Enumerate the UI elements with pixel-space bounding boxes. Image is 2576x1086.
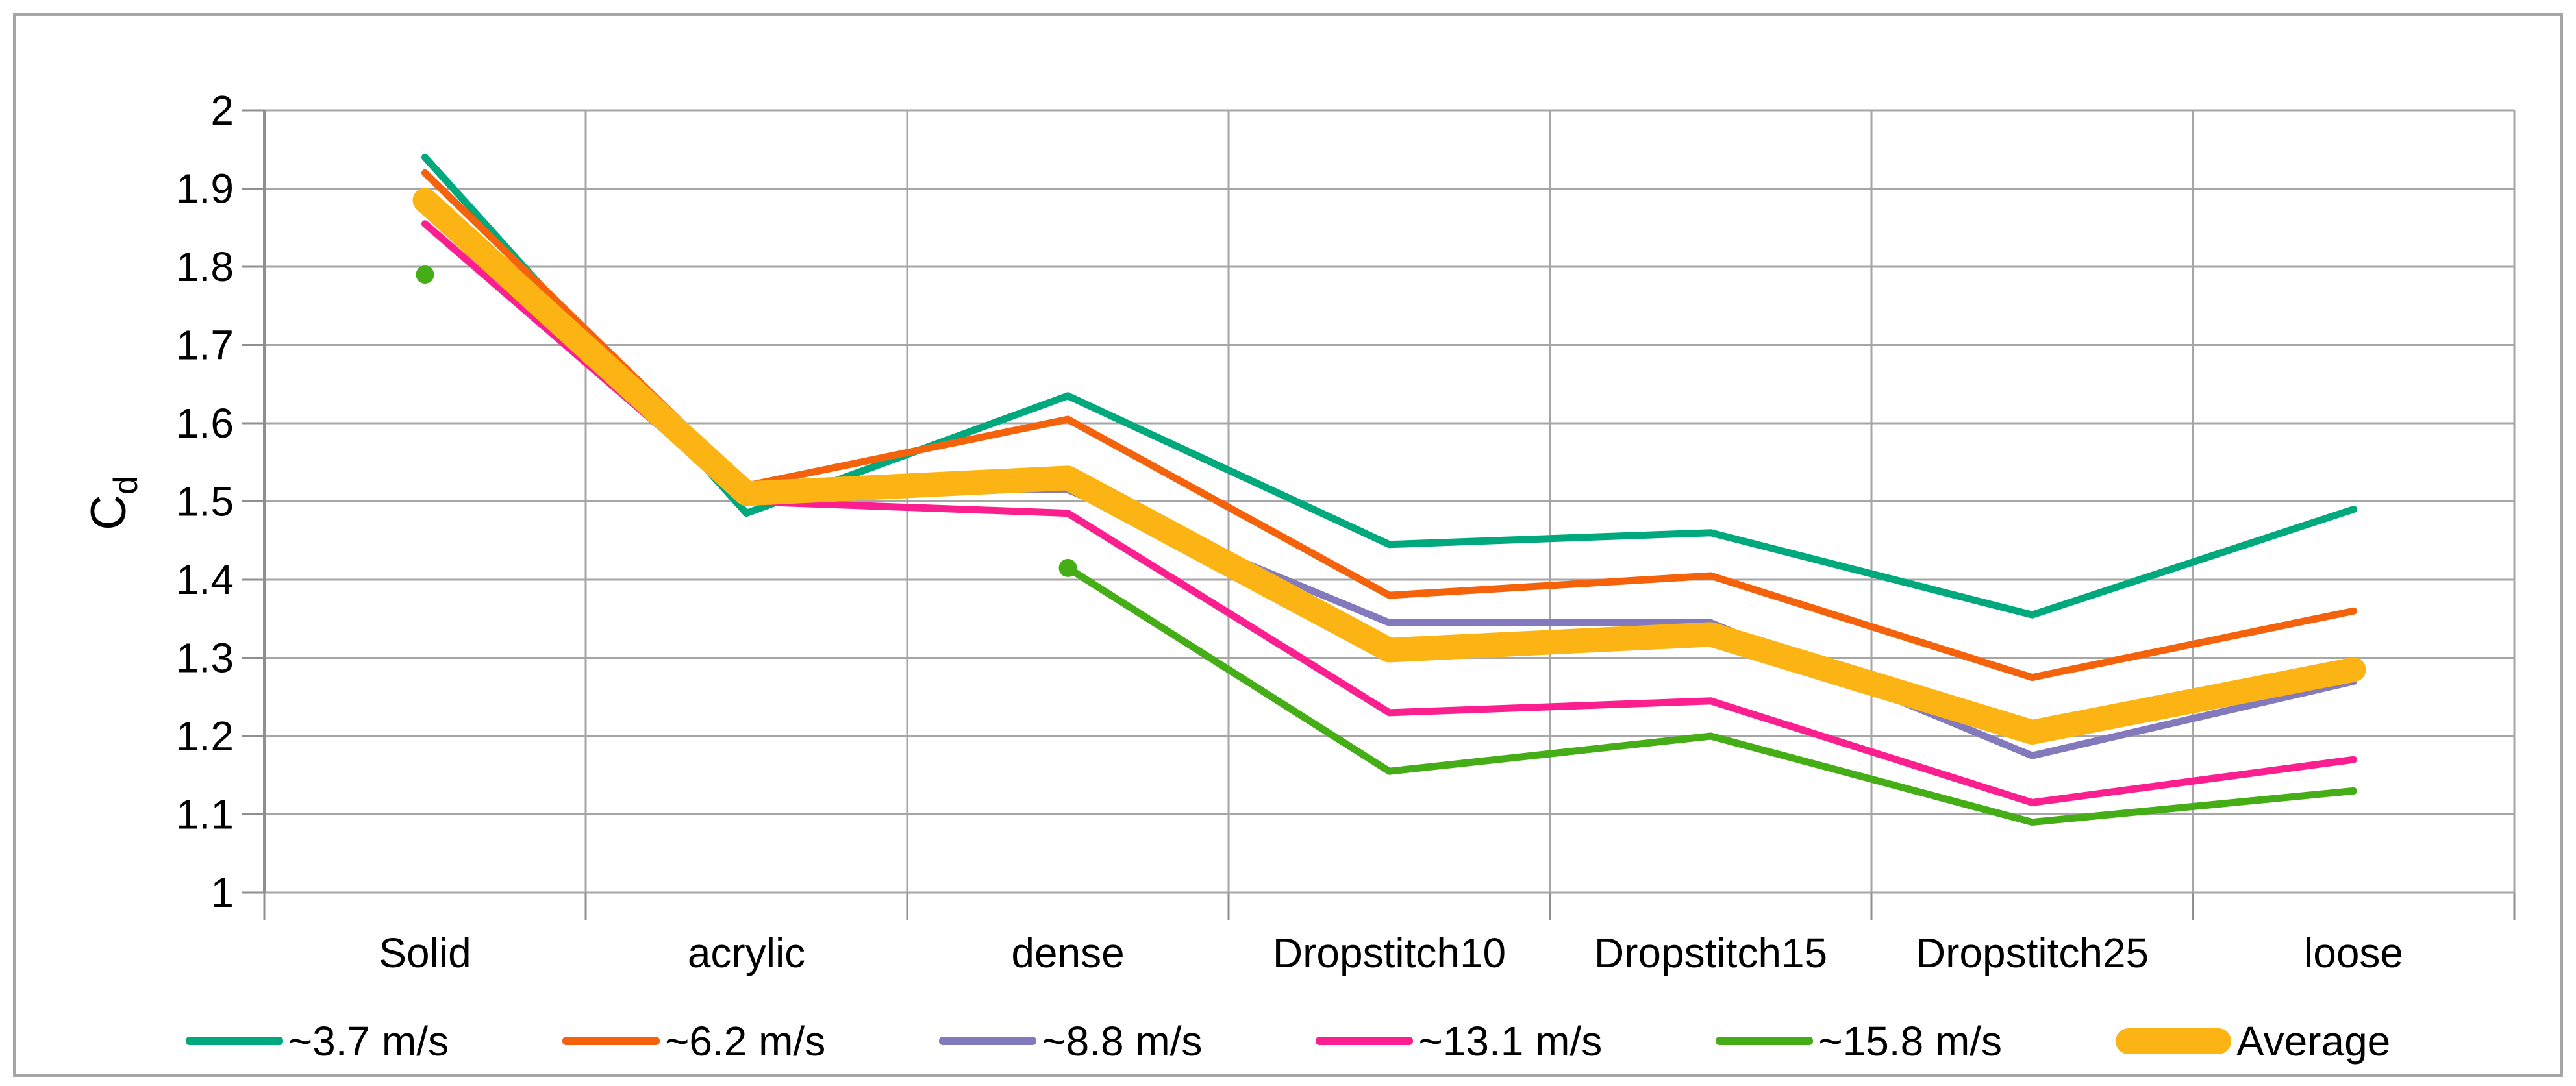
series-line-0 (421, 153, 2357, 619)
legend-swatch-icon (939, 1037, 1037, 1045)
y-tick-label: 1.6 (176, 400, 234, 447)
legend-item-4: ~15.8 m/s (1716, 1017, 2002, 1065)
x-category-label: Dropstitch10 (1273, 930, 1506, 976)
legend-swatch-icon (185, 1037, 283, 1045)
legend-label: ~3.7 m/s (288, 1017, 449, 1065)
legend-swatch-icon (2116, 1028, 2232, 1054)
y-tick-label: 1.2 (176, 713, 234, 759)
y-tick-label: 1.1 (176, 791, 234, 838)
y-axis-title: Cd (81, 476, 145, 530)
series-marker-4 (1058, 558, 1077, 577)
x-category-label: acrylic (688, 930, 805, 976)
legend-label: ~15.8 m/s (1818, 1017, 2003, 1065)
legend-swatch-icon (1316, 1037, 1414, 1045)
series-line-4 (1064, 564, 2357, 826)
series-line-5 (412, 188, 2366, 745)
legend-swatch-icon (562, 1037, 660, 1045)
legend: ~3.7 m/s ~6.2 m/s ~8.8 m/s ~13.1 m/s ~15.8 m… (0, 1010, 2576, 1072)
y-tick-label: 1.9 (176, 166, 234, 212)
legend-label: Average (2236, 1017, 2391, 1065)
legend-label: ~13.1 m/s (1418, 1017, 1603, 1065)
x-category-label: Dropstitch25 (1916, 930, 2149, 976)
legend-item-1: ~6.2 m/s (562, 1017, 825, 1065)
x-category-label: dense (1011, 930, 1124, 976)
legend-label: ~8.8 m/s (1042, 1017, 1203, 1065)
x-category-label: Dropstitch15 (1594, 930, 1827, 976)
series-marker-4 (416, 265, 434, 284)
y-tick-label: 1.4 (176, 556, 234, 603)
legend-item-3: ~13.1 m/s (1316, 1017, 1602, 1065)
y-tick-label: 1.8 (176, 243, 234, 290)
y-tick-label: 1.7 (176, 322, 234, 369)
y-tick-label: 1.3 (176, 635, 234, 682)
y-tick-label: 2 (210, 87, 234, 134)
legend-item-0: ~3.7 m/s (185, 1017, 449, 1065)
x-category-label: Solid (379, 930, 471, 976)
legend-label: ~6.2 m/s (664, 1017, 826, 1065)
y-tick-label: 1.5 (176, 478, 234, 525)
x-category-label: loose (2304, 930, 2403, 976)
legend-item-5: Average (2116, 1017, 2390, 1065)
legend-swatch-icon (1716, 1037, 1814, 1045)
legend-item-2: ~8.8 m/s (939, 1017, 1202, 1065)
y-tick-label: 1 (210, 869, 234, 916)
